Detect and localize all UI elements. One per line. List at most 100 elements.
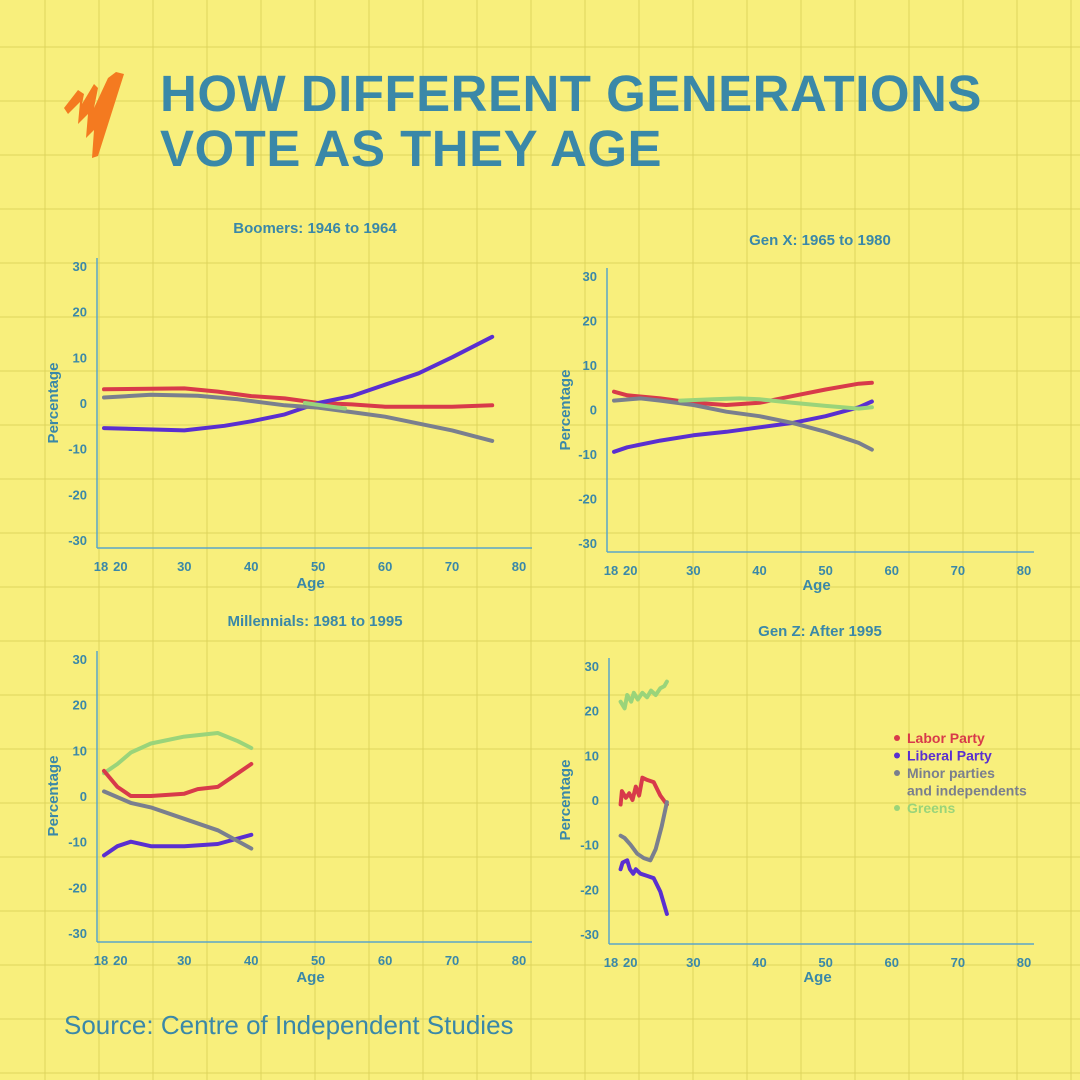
series-line-greens: [302, 401, 347, 411]
series-line-minor-parties-and-independents: [102, 392, 495, 443]
x-tick-label: 40: [752, 563, 766, 578]
y-tick-label: -30: [68, 926, 87, 941]
chart-3: Gen Z: After 1995 30 20 10 0 -10 -20 -30 18 20 30 4…: [557, 623, 1034, 986]
x-tick-label: 80: [512, 559, 526, 574]
y-tick-label: 30: [583, 269, 597, 284]
x-tick-label: 50: [818, 955, 832, 970]
x-tick-label: 30: [686, 563, 700, 578]
x-axis-label: Age: [803, 969, 831, 986]
x-tick-label: 30: [177, 953, 191, 968]
series-line-labor-party: [102, 386, 495, 409]
y-tick-label: -20: [68, 487, 87, 502]
x-tick-label: 50: [818, 563, 832, 578]
x-tick-label: 60: [378, 953, 392, 968]
page-title: HOW DIFFERENT GENERATIONS VOTE AS THEY AG…: [160, 66, 982, 176]
x-axis-label: Age: [802, 577, 830, 594]
series-line-minor-parties-and-independents: [618, 800, 669, 863]
x-tick-label: 60: [885, 955, 899, 970]
x-tick-label: 40: [752, 955, 766, 970]
y-tick-label: -30: [578, 536, 597, 551]
legend-marker: [894, 752, 900, 759]
legend-label: and independents: [907, 783, 1027, 799]
x-tick-label: 20: [113, 559, 127, 574]
x-tick-label: 70: [445, 953, 459, 968]
y-tick-label: 30: [73, 652, 87, 667]
x-tick-label: 50: [311, 559, 325, 574]
series-line-minor-parties-and-independents: [102, 789, 254, 851]
chart-1: Gen X: 1965 to 1980 30 20 10 0 -10 -20 -30 18 20 3…: [557, 232, 1034, 594]
series-line-greens: [102, 731, 254, 776]
y-tick-label: -30: [68, 533, 87, 548]
series-line-liberal-party: [618, 858, 669, 916]
x-tick-label: 18: [604, 563, 618, 578]
y-tick-label: -10: [68, 442, 87, 457]
y-tick-label: -10: [578, 447, 597, 462]
x-tick-label: 20: [113, 953, 127, 968]
series-line-liberal-party: [102, 334, 495, 433]
y-axis-label: Percentage: [557, 760, 574, 841]
y-tick-label: 20: [73, 698, 87, 713]
series-line-liberal-party: [612, 399, 874, 454]
y-tick-label: 20: [583, 314, 597, 329]
series-line-greens: [618, 679, 669, 711]
legend-label: Greens: [907, 800, 955, 816]
y-tick-label: -20: [578, 492, 597, 507]
x-tick-label: 80: [512, 953, 526, 968]
x-tick-label: 60: [885, 563, 899, 578]
y-tick-label: 10: [73, 350, 87, 365]
legend-label: Minor parties: [907, 765, 995, 781]
chart-title: Gen Z: After 1995: [758, 623, 882, 640]
series-line-greens: [678, 396, 874, 411]
x-tick-label: 18: [94, 953, 108, 968]
x-tick-label: 70: [445, 559, 459, 574]
y-tick-label: 10: [585, 748, 599, 763]
title-line-2: VOTE AS THEY AGE: [160, 120, 663, 177]
y-tick-label: 20: [73, 305, 87, 320]
y-tick-label: -20: [580, 882, 599, 897]
y-axis-label: Percentage: [557, 370, 574, 451]
source-note: Source: Centre of Independent Studies: [64, 1010, 514, 1040]
y-tick-label: 30: [73, 259, 87, 274]
legend-label: Labor Party: [907, 730, 985, 746]
y-axis-label: Percentage: [45, 756, 62, 837]
y-tick-label: -20: [68, 880, 87, 895]
x-tick-label: 40: [244, 559, 258, 574]
y-tick-label: 10: [583, 358, 597, 373]
x-tick-label: 20: [623, 955, 637, 970]
series-line-labor-party: [618, 775, 669, 807]
y-tick-label: -10: [580, 838, 599, 853]
legend-marker: [894, 735, 900, 741]
y-tick-label: 0: [80, 789, 87, 804]
chart-title: Millennials: 1981 to 1995: [227, 613, 402, 630]
chart-title: Boomers: 1946 to 1964: [233, 220, 397, 237]
series-line-minor-parties-and-independents: [612, 396, 874, 452]
sbs-logo-icon: [64, 72, 124, 158]
x-tick-label: 40: [244, 953, 258, 968]
y-axis-label: Percentage: [45, 363, 62, 444]
x-tick-label: 20: [623, 563, 637, 578]
chart-title: Gen X: 1965 to 1980: [749, 232, 891, 249]
x-tick-label: 70: [951, 955, 965, 970]
x-axis-label: Age: [296, 575, 324, 592]
title-line-1: HOW DIFFERENT GENERATIONS: [160, 65, 982, 122]
y-tick-label: -30: [580, 927, 599, 942]
series-line-liberal-party: [102, 832, 254, 858]
y-tick-label: 20: [585, 704, 599, 719]
x-axis-label: Age: [296, 969, 324, 986]
chart-0: Boomers: 1946 to 1964 30 20 10 0 -10 -20 -30 18 2…: [45, 220, 532, 592]
x-tick-label: 80: [1017, 955, 1031, 970]
y-tick-label: 10: [73, 743, 87, 758]
legend-marker: [894, 805, 900, 811]
x-tick-label: 18: [94, 559, 108, 574]
x-tick-label: 30: [177, 559, 191, 574]
y-tick-label: 0: [80, 396, 87, 411]
x-tick-label: 80: [1017, 563, 1031, 578]
x-tick-label: 18: [604, 955, 618, 970]
x-tick-label: 60: [378, 559, 392, 574]
x-tick-label: 70: [951, 563, 965, 578]
x-tick-label: 50: [311, 953, 325, 968]
y-tick-label: 0: [590, 403, 597, 418]
x-tick-label: 30: [686, 955, 700, 970]
